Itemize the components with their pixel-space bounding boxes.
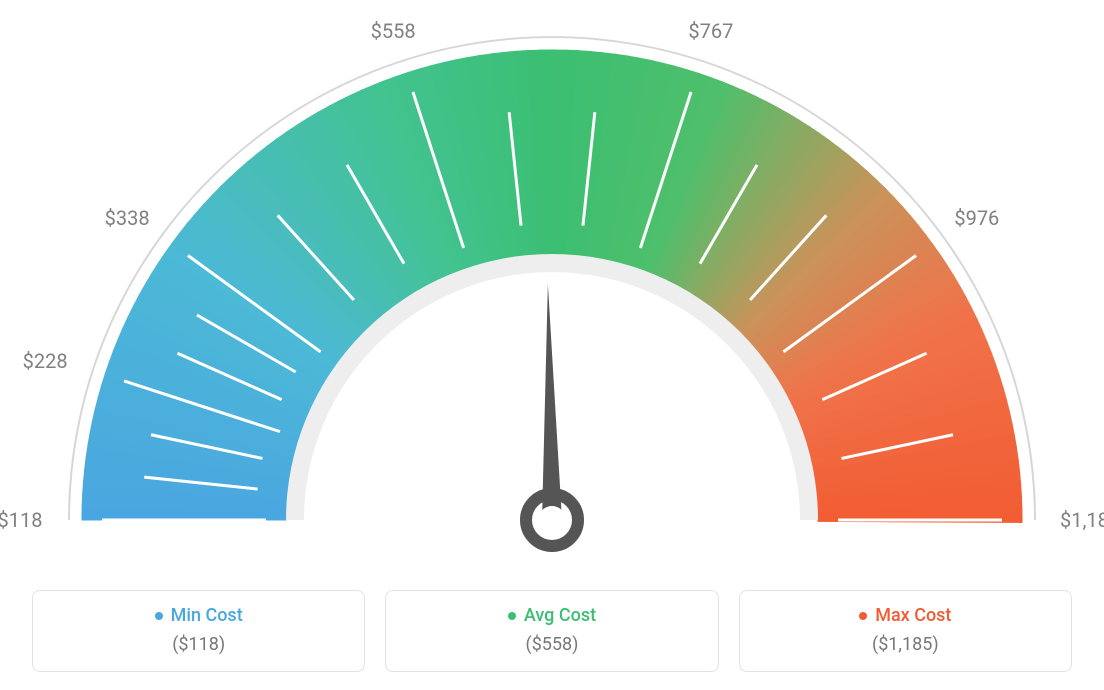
gauge-tick-label: $767 — [688, 19, 733, 43]
legend-card-avg: Avg Cost ($558) — [385, 590, 718, 672]
gauge-tick-label: $118 — [0, 508, 42, 532]
legend-value-min: ($118) — [172, 634, 225, 655]
gauge-tick-label: $558 — [371, 19, 416, 43]
legend-dot-min — [155, 612, 163, 620]
legend-card-min: Min Cost ($118) — [32, 590, 365, 672]
gauge-tick-label: $1,185 — [1060, 508, 1104, 532]
cost-gauge: $118 $228 $338 $558 $767 $976 $1,185 — [0, 0, 1104, 575]
legend-dot-avg — [508, 612, 516, 620]
legend-value-max: ($1,185) — [872, 634, 939, 655]
legend-label-min: Min Cost — [171, 605, 243, 626]
legend-dot-max — [859, 612, 867, 620]
legend-row: Min Cost ($118) Avg Cost ($558) Max Cost… — [32, 590, 1072, 672]
legend-label-max: Max Cost — [875, 605, 951, 626]
gauge-tick-label: $976 — [954, 206, 999, 230]
legend-value-avg: ($558) — [526, 634, 579, 655]
legend-label-avg: Avg Cost — [524, 605, 596, 626]
legend-card-max: Max Cost ($1,185) — [739, 590, 1072, 672]
gauge-tick-label: $228 — [23, 349, 68, 373]
gauge-tick-label: $338 — [105, 206, 150, 230]
